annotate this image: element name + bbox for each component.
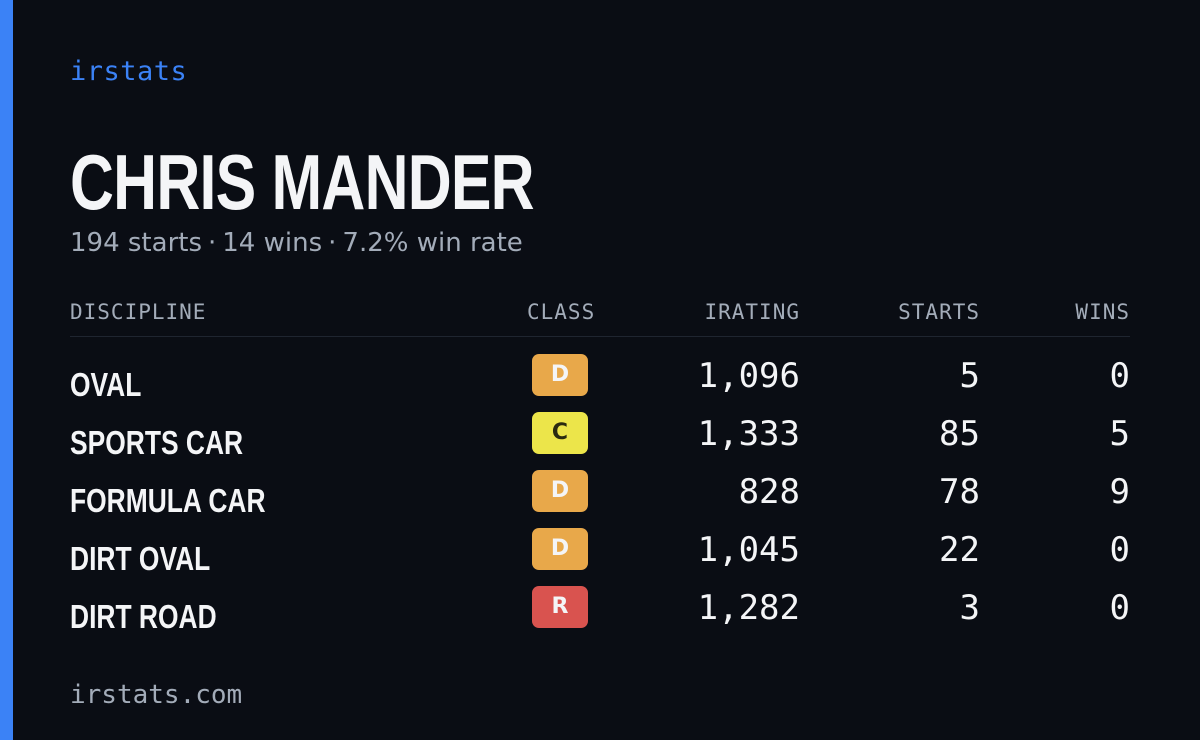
discipline-name: SPORTS CAR (70, 424, 244, 461)
wins-value: 0 (1109, 588, 1130, 628)
license-class-badge: D (532, 470, 588, 512)
header-starts: STARTS (898, 300, 980, 324)
table-row: OVAL D 1,096 5 0 (70, 354, 1130, 412)
license-class-badge: D (532, 354, 588, 396)
accent-bar (0, 0, 13, 740)
starts-value: 78 (939, 472, 980, 512)
brand-logo-text: irstats (70, 56, 188, 87)
discipline-name: OVAL (70, 366, 142, 403)
player-name: CHRIS MANDER (70, 138, 535, 226)
summary-separator: · (208, 228, 217, 258)
irating-value: 1,333 (697, 414, 800, 454)
header-irating: IRATING (704, 300, 800, 324)
table-row: DIRT OVAL D 1,045 22 0 (70, 528, 1130, 586)
header-class: CLASS (527, 300, 596, 324)
wins-value: 0 (1109, 530, 1130, 570)
license-class-badge: D (532, 528, 588, 570)
irating-value: 828 (738, 472, 800, 512)
wins-value: 0 (1109, 356, 1130, 396)
summary-separator: · (328, 228, 337, 258)
table-row: FORMULA CAR D 828 78 9 (70, 470, 1130, 528)
irating-value: 1,045 (697, 530, 800, 570)
starts-value: 3 (959, 588, 980, 628)
summary-wins: 14 wins (222, 228, 323, 258)
stats-table-header: DISCIPLINE CLASS IRATING STARTS WINS (70, 300, 1130, 337)
summary-starts: 194 starts (70, 228, 202, 258)
player-summary: 194 starts · 14 wins · 7.2% win rate (70, 228, 523, 258)
wins-value: 9 (1109, 472, 1130, 512)
license-class-badge: R (532, 586, 588, 628)
table-row: DIRT ROAD R 1,282 3 0 (70, 586, 1130, 644)
footer-url: irstats.com (70, 680, 243, 710)
starts-value: 5 (959, 356, 980, 396)
license-class-badge: C (532, 412, 588, 454)
header-discipline: DISCIPLINE (70, 300, 207, 324)
irating-value: 1,282 (697, 588, 800, 628)
wins-value: 5 (1109, 414, 1130, 454)
starts-value: 85 (939, 414, 980, 454)
irating-value: 1,096 (697, 356, 800, 396)
discipline-name: DIRT OVAL (70, 540, 211, 577)
table-row: SPORTS CAR C 1,333 85 5 (70, 412, 1130, 470)
discipline-name: FORMULA CAR (70, 482, 266, 519)
summary-win-rate: 7.2% win rate (342, 228, 523, 258)
starts-value: 22 (939, 530, 980, 570)
header-wins: WINS (1075, 300, 1130, 324)
discipline-name: DIRT ROAD (70, 598, 217, 635)
